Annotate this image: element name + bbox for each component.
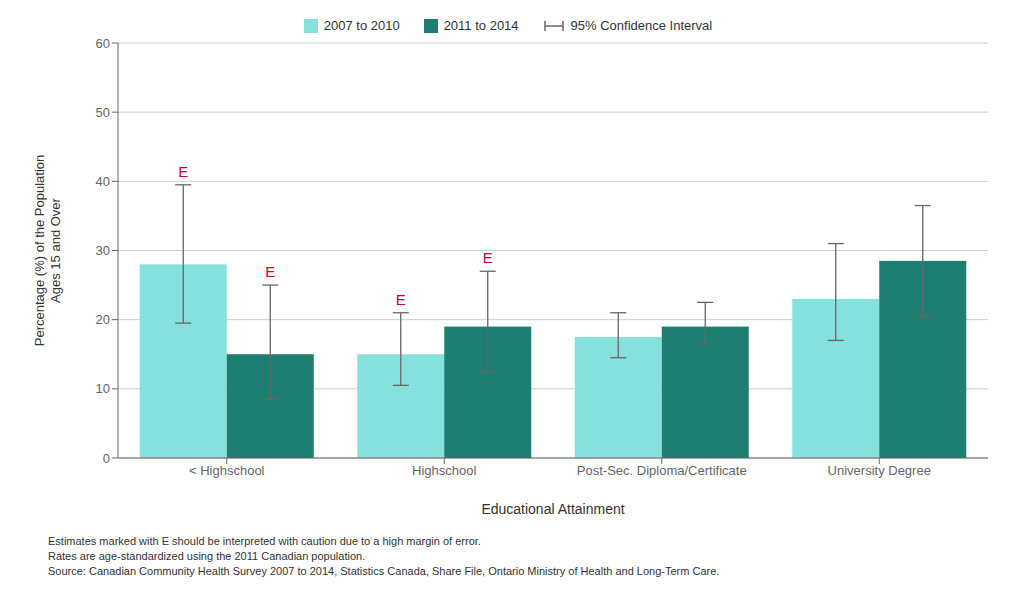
html-text:Estimates marked with E should: Estimates marked with E should be interp… xyxy=(48,535,481,547)
svg-text:E: E xyxy=(483,249,493,266)
svg-text:60: 60 xyxy=(96,36,110,51)
svg-text:30: 30 xyxy=(96,243,110,258)
svg-text:University Degree: University Degree xyxy=(828,463,931,478)
svg-text:0: 0 xyxy=(103,451,110,466)
html-text:95% Confidence Interval: 95% Confidence Interval xyxy=(570,18,713,33)
svg-text:< Highschool: < Highschool xyxy=(189,463,265,478)
svg-text:Highschool: Highschool xyxy=(412,463,476,478)
html-text:Source: Canadian Community Hea: Source: Canadian Community Health Survey… xyxy=(48,565,720,577)
html-text:Rates are age-standardized usi: Rates are age-standardized using the 201… xyxy=(48,550,366,562)
svg-text:E: E xyxy=(178,163,188,180)
svg-text:40: 40 xyxy=(96,174,110,189)
svg-text:E: E xyxy=(396,291,406,308)
svg-text:E: E xyxy=(265,263,275,280)
svg-text:50: 50 xyxy=(96,105,110,120)
svg-text:10: 10 xyxy=(96,381,110,396)
svg-text:Post-Sec. Diploma/Certificate: Post-Sec. Diploma/Certificate xyxy=(577,463,747,478)
html-text:2007 to 2010: 2007 to 2010 xyxy=(323,18,400,33)
svg-text:Percentage (%) of the Populati: Percentage (%) of the PopulationAges 15 … xyxy=(32,155,63,347)
svg-text:20: 20 xyxy=(96,312,110,327)
svg-text:Educational Attainment: Educational Attainment xyxy=(481,501,624,517)
html-text:2011 to 2014: 2011 to 2014 xyxy=(443,18,519,33)
